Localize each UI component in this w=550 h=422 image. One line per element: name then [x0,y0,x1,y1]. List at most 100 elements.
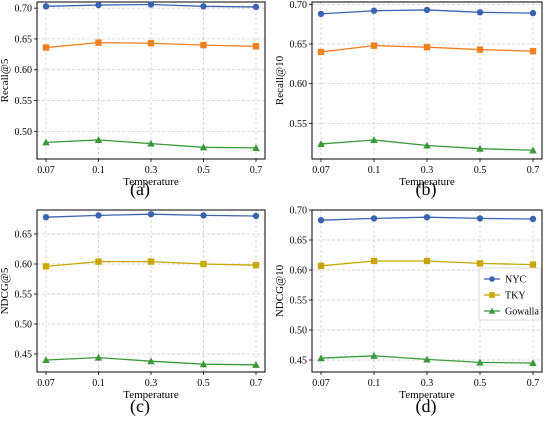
data-point [252,212,260,220]
data-point [95,258,102,265]
x-tick-label: 0.7 [527,378,540,389]
data-point [147,40,155,47]
y-tick-label: 0.70 [290,206,308,217]
x-axis-label: Temperature [399,389,455,401]
legend-marker [489,292,495,298]
data-point [317,10,325,18]
data-point [147,1,155,8]
data-point [95,1,102,9]
data-point [370,136,378,144]
chart-panel-3: 0.45 0.50 0.55 0.60 0.65 0.07 0.1 0.3 0.5 0.7 Temp… [0,209,266,417]
legend-label-tky: TKY [505,291,526,302]
y-tick-label: 0.45 [290,356,308,367]
data-point [95,39,102,46]
data-point [147,357,155,365]
data-point [423,6,431,14]
data-point [252,361,260,368]
y-axis-label: Recall@5 [0,58,11,102]
data-point [529,47,537,55]
x-tick-label: 0.1 [368,165,381,176]
data-point [199,143,208,151]
data-point [476,46,484,53]
data-point [317,140,325,147]
y-axis-label: Recall@10 [274,55,286,105]
y-tick-label: 0.70 [15,4,33,15]
y-tick-label: 0.55 [15,96,33,107]
data-point [476,215,484,222]
legend-label-gowalla: Gowalla [505,307,539,318]
data-point [476,9,484,16]
data-point [252,43,260,50]
data-point [423,141,431,149]
x-tick-label: 0.1 [92,378,105,389]
y-tick-label: 0.55 [290,119,308,130]
data-point [42,3,50,10]
x-tick-label: 0.3 [145,165,158,176]
x-tick-label: 0.07 [37,378,55,389]
data-point [370,7,378,14]
data-point [147,211,155,218]
plot-frame [311,1,543,160]
y-tick-label: 0.50 [290,326,308,337]
y-tick-label: 0.45 [15,350,33,361]
panel-label: (b) [416,179,437,200]
y-tick-label: 0.55 [290,296,308,307]
chart-panel-4: 0.45 0.50 0.55 0.60 0.65 0.70 0.07 0.1 0.3 0.5 0.7… [274,206,543,417]
data-point [42,44,50,51]
data-point [370,352,378,359]
legend: NYC TKY Gowalla [478,267,542,321]
y-tick-label: 0.50 [15,127,33,138]
x-tick-label: 0.3 [421,165,434,176]
data-point [317,48,325,56]
legend-label-nyc: NYC [505,275,526,286]
y-tick-label: 0.65 [290,236,308,247]
data-point [423,257,431,265]
data-point [423,355,431,363]
data-point [147,139,155,147]
x-tick-label: 0.07 [37,165,55,176]
data-point [200,212,207,219]
data-point [252,3,260,11]
plot-frame [36,1,266,160]
x-tick-label: 0.5 [474,165,487,176]
y-axis-label: NDCG@10 [274,264,286,317]
data-point [370,42,378,49]
y-tick-label: 0.50 [15,320,33,331]
y-tick-label: 0.60 [15,260,33,271]
data-point [147,258,155,265]
data-point [476,144,484,152]
x-tick-label: 0.07 [312,165,330,176]
data-point [370,215,378,222]
data-point [42,214,50,221]
x-tick-label: 0.1 [368,378,381,389]
data-point [317,262,325,269]
x-axis-label: Temperature [123,389,179,401]
data-point [94,353,103,361]
x-tick-label: 0.7 [250,165,263,176]
chart-panel-2: 0.55 0.60 0.65 0.70 0.07 0.1 0.3 0.5 0.7 Temperat… [274,0,543,200]
x-tick-label: 0.5 [474,378,487,389]
data-point [476,260,484,267]
x-tick-label: 0.5 [197,165,210,176]
data-point [317,217,325,224]
x-axis-label: Temperature [123,176,179,188]
y-tick-label: 0.60 [15,65,33,76]
y-tick-label: 0.55 [15,290,33,301]
y-tick-label: 0.70 [290,0,308,11]
legend-marker [488,307,496,314]
x-tick-label: 0.07 [312,378,330,389]
x-tick-label: 0.7 [250,378,263,389]
data-point [423,43,431,51]
legend-box [478,267,542,321]
data-point [95,212,102,219]
x-tick-label: 0.1 [92,165,105,176]
data-point [529,215,537,223]
data-point [200,3,207,10]
x-tick-label: 0.7 [527,165,540,176]
data-point [476,358,484,366]
data-point [199,360,208,368]
y-tick-label: 0.65 [290,40,308,51]
x-tick-label: 0.5 [197,378,210,389]
data-point [317,354,325,362]
